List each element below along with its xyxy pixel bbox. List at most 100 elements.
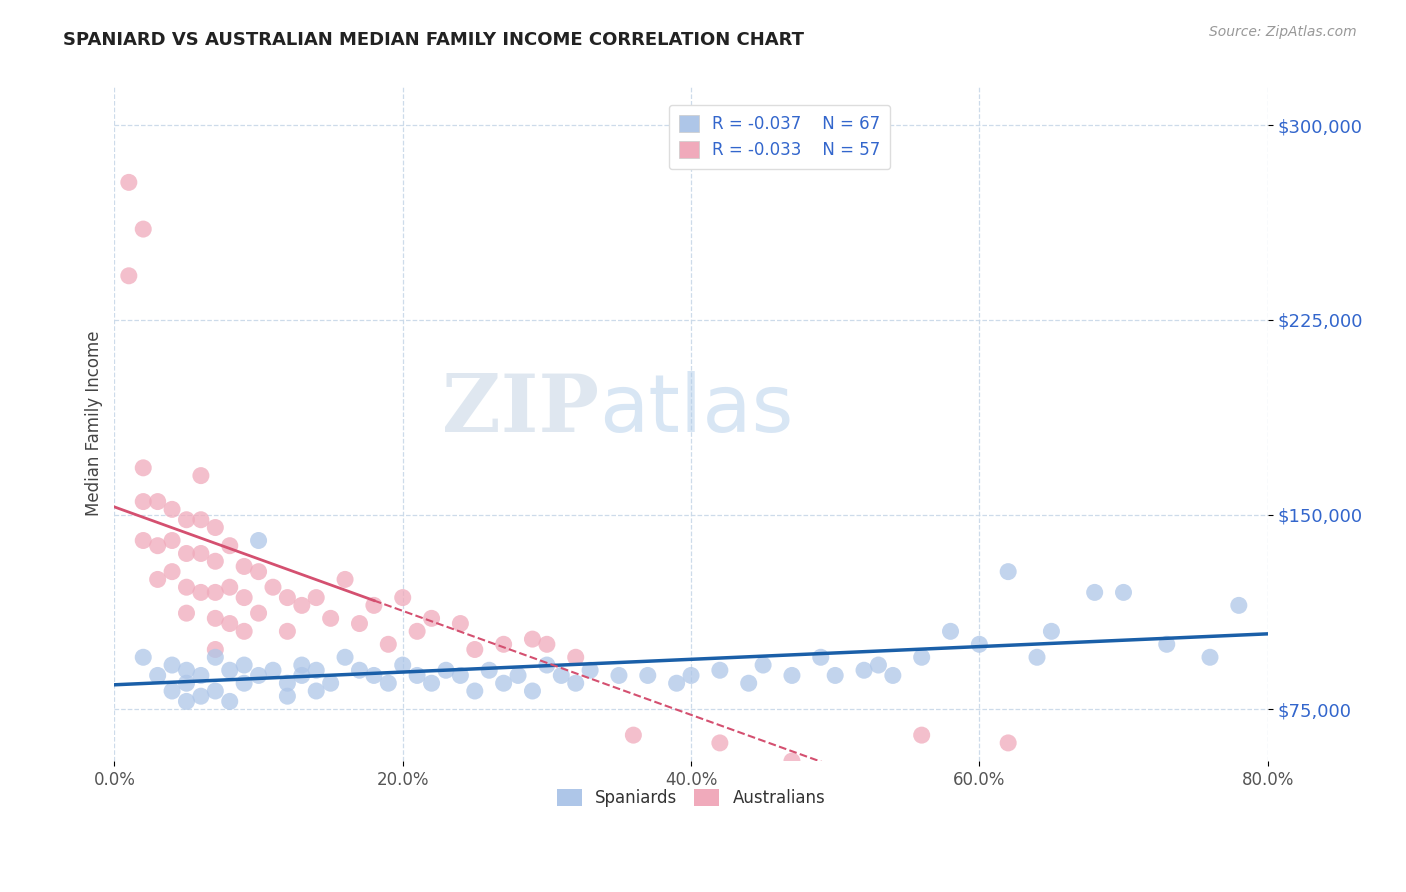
Point: [160, 684, 183, 698]
Point: [247, 668, 270, 682]
Point: [637, 668, 659, 682]
Point: [391, 591, 413, 605]
Point: [305, 591, 328, 605]
Point: [449, 616, 471, 631]
Point: [478, 663, 501, 677]
Point: [262, 663, 284, 677]
Point: [190, 585, 212, 599]
Point: [262, 580, 284, 594]
Point: [1112, 585, 1135, 599]
Point: [204, 520, 226, 534]
Point: [176, 694, 198, 708]
Point: [939, 624, 962, 639]
Point: [190, 546, 212, 560]
Point: [204, 642, 226, 657]
Point: [752, 658, 775, 673]
Point: [550, 668, 572, 682]
Point: [810, 650, 832, 665]
Point: [391, 658, 413, 673]
Text: ZIP: ZIP: [441, 371, 599, 450]
Point: [132, 460, 155, 475]
Point: [132, 494, 155, 508]
Point: [146, 668, 169, 682]
Point: [377, 637, 399, 651]
Point: [276, 591, 298, 605]
Point: [276, 689, 298, 703]
Point: [579, 663, 602, 677]
Point: [780, 668, 803, 682]
Point: [247, 565, 270, 579]
Legend: Spaniards, Australians: Spaniards, Australians: [550, 782, 832, 814]
Point: [780, 754, 803, 768]
Point: [204, 554, 226, 568]
Point: [464, 642, 486, 657]
Point: [997, 736, 1019, 750]
Point: [204, 684, 226, 698]
Point: [853, 663, 876, 677]
Point: [420, 611, 443, 625]
Point: [911, 728, 934, 742]
Point: [621, 728, 644, 742]
Point: [492, 676, 515, 690]
Point: [276, 676, 298, 690]
Point: [709, 736, 731, 750]
Point: [132, 650, 155, 665]
Point: [333, 650, 356, 665]
Point: [247, 533, 270, 548]
Point: [522, 632, 544, 646]
Point: [218, 580, 240, 594]
Point: [190, 513, 212, 527]
Point: [176, 676, 198, 690]
Point: [1026, 650, 1049, 665]
Point: [204, 650, 226, 665]
Point: [319, 611, 342, 625]
Point: [349, 663, 371, 677]
Point: [176, 580, 198, 594]
Point: [218, 616, 240, 631]
Point: [363, 599, 385, 613]
Point: [709, 663, 731, 677]
Point: [160, 533, 183, 548]
Point: [377, 676, 399, 690]
Point: [363, 668, 385, 682]
Point: [233, 591, 256, 605]
Point: [333, 573, 356, 587]
Point: [291, 668, 314, 682]
Point: [607, 668, 630, 682]
Point: [160, 565, 183, 579]
Point: [434, 663, 457, 677]
Point: [118, 268, 141, 283]
Point: [218, 539, 240, 553]
Point: [190, 689, 212, 703]
Point: [420, 676, 443, 690]
Point: [218, 663, 240, 677]
Point: [449, 668, 471, 682]
Text: SPANIARD VS AUSTRALIAN MEDIAN FAMILY INCOME CORRELATION CHART: SPANIARD VS AUSTRALIAN MEDIAN FAMILY INC…: [63, 31, 804, 49]
Point: [176, 546, 198, 560]
Point: [146, 539, 169, 553]
Point: [132, 222, 155, 236]
Point: [738, 676, 761, 690]
Point: [276, 624, 298, 639]
Point: [291, 658, 314, 673]
Text: Source: ZipAtlas.com: Source: ZipAtlas.com: [1209, 25, 1357, 39]
Point: [146, 494, 169, 508]
Point: [536, 658, 558, 673]
Point: [190, 468, 212, 483]
Point: [291, 599, 314, 613]
Point: [176, 663, 198, 677]
Y-axis label: Median Family Income: Median Family Income: [86, 331, 103, 516]
Point: [204, 585, 226, 599]
Point: [218, 694, 240, 708]
Point: [406, 668, 429, 682]
Point: [679, 668, 702, 682]
Point: [536, 637, 558, 651]
Point: [1084, 585, 1107, 599]
Point: [882, 668, 904, 682]
Point: [233, 658, 256, 673]
Point: [464, 684, 486, 698]
Point: [176, 513, 198, 527]
Point: [665, 676, 688, 690]
Point: [522, 684, 544, 698]
Point: [160, 502, 183, 516]
